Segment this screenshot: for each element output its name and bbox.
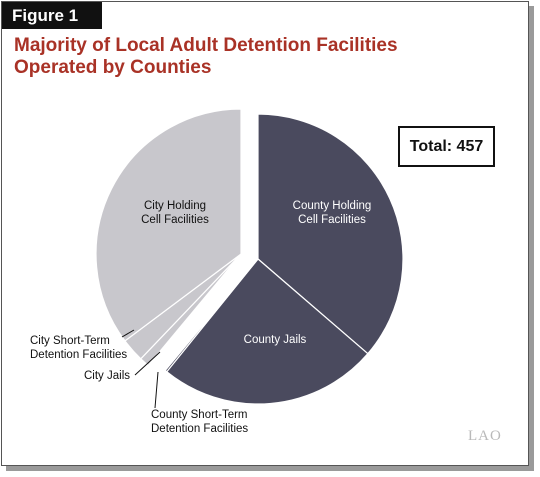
total-box: Total: 457 — [398, 126, 495, 167]
slice-label-city-short-term: City Short-Term Detention Facilities — [30, 335, 128, 361]
city-slice-group — [95, 108, 242, 367]
leader-city-short-term — [121, 329, 135, 338]
chart-title-line-1: Majority of Local Adult Detention Facili… — [14, 35, 398, 56]
slice-label-county-short-term: County Short-Term Detention Facilities — [151, 409, 249, 435]
county-slice-group — [164, 113, 404, 405]
chart-title: Majority of Local Adult Detention Facili… — [14, 35, 514, 79]
slice-label-county-jails: County Jails — [243, 334, 307, 346]
pie-slice-city-holding-cell-facilities — [95, 108, 242, 342]
lao-logo: LAO — [468, 428, 502, 444]
figure-label: Figure 1 — [2, 2, 102, 29]
leader-county-short-term — [154, 371, 159, 409]
pie-slice-county-holding-cell-facilities — [257, 113, 404, 355]
leader-lines — [121, 329, 161, 409]
slice-label-city-holding: City Holding Cell Facilities — [141, 200, 209, 226]
pie-slice-county-jails — [165, 258, 369, 405]
pie-slice-county-short-term-detention-facilities — [164, 258, 259, 373]
slice-label-county-holding: County Holding Cell Facilities — [292, 200, 372, 226]
slice-label-city-jails: City Jails — [84, 370, 131, 382]
chart-title-line-2: Operated by Counties — [14, 57, 212, 78]
leader-city-jails — [134, 351, 161, 376]
